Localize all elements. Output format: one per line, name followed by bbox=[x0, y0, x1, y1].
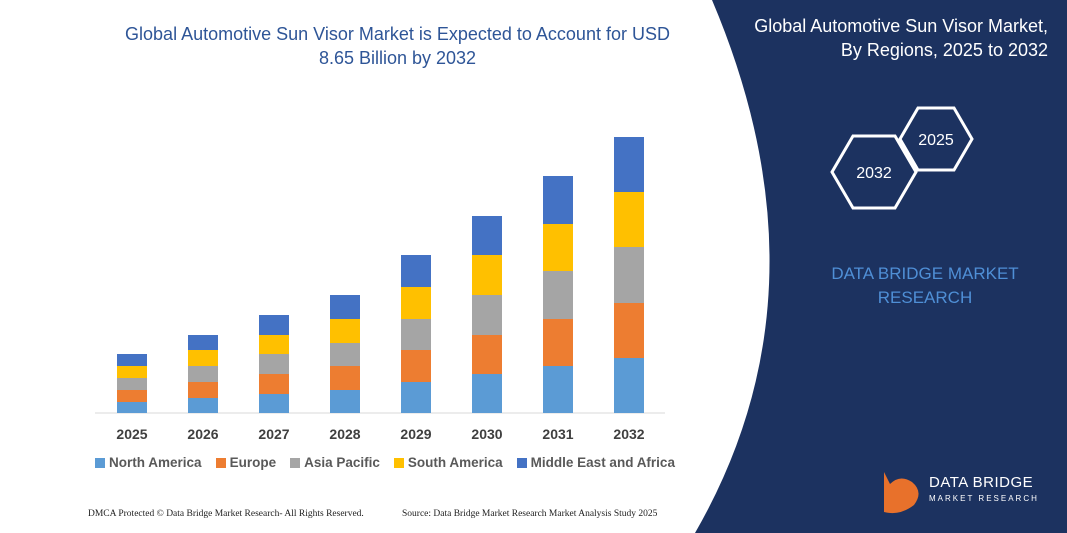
bar-segment bbox=[117, 378, 147, 390]
bar-segment bbox=[330, 343, 360, 366]
x-tick-label: 2029 bbox=[400, 426, 431, 442]
bar-segment bbox=[117, 390, 147, 402]
chart-title: Global Automotive Sun Visor Market is Ex… bbox=[125, 24, 670, 68]
x-tick-label: 2026 bbox=[187, 426, 218, 442]
logo-mark bbox=[884, 472, 919, 514]
legend-swatch bbox=[215, 457, 226, 468]
bar-segment bbox=[188, 382, 218, 398]
legend-swatch bbox=[393, 457, 404, 468]
x-tick-label: 2032 bbox=[613, 426, 644, 442]
bar-segment bbox=[259, 374, 289, 394]
legend-label: North America bbox=[109, 455, 202, 470]
legend: North America Europe Asia Pacific South Ame… bbox=[95, 455, 675, 470]
bar-segment bbox=[472, 255, 502, 295]
legend-item: Europe bbox=[215, 455, 277, 470]
bar-segment bbox=[330, 366, 360, 390]
footer-source: Source: Data Bridge Market Research Mark… bbox=[402, 509, 658, 519]
legend-swatch bbox=[290, 457, 301, 468]
x-tick-label: 2025 bbox=[116, 426, 147, 442]
legend-label: Asia Pacific bbox=[304, 455, 380, 470]
bar-segment bbox=[330, 390, 360, 413]
legend-label: South America bbox=[407, 455, 503, 470]
bar-segment bbox=[614, 303, 644, 358]
legend-item: Middle East and Africa bbox=[516, 455, 675, 470]
legend-item: Asia Pacific bbox=[290, 455, 380, 470]
legend-swatch bbox=[516, 457, 527, 468]
legend-swatch bbox=[95, 457, 106, 468]
bar-segment bbox=[401, 287, 431, 319]
bar-segment bbox=[188, 350, 218, 366]
bar-segment bbox=[188, 366, 218, 382]
bar-segment bbox=[188, 335, 218, 350]
bar-segment bbox=[117, 366, 147, 378]
bar-segment bbox=[614, 192, 644, 247]
logo-name: DATA BRIDGE bbox=[929, 474, 1034, 491]
bar-segment bbox=[472, 335, 502, 374]
legend-label: Middle East and Africa bbox=[530, 455, 675, 470]
bar-segment bbox=[188, 398, 218, 413]
bar-segment bbox=[117, 402, 147, 413]
bar-segment bbox=[259, 354, 289, 374]
brand-text: DATA BRIDGE MARKET RESEARCH bbox=[831, 264, 1019, 307]
bar-segment bbox=[614, 137, 644, 192]
x-tick-label: 2031 bbox=[542, 426, 573, 442]
hexagon-label: 2025 bbox=[918, 132, 954, 149]
hexagon bbox=[898, 106, 974, 172]
bar-segment bbox=[543, 319, 573, 366]
hexagon-label: 2032 bbox=[856, 165, 892, 182]
bar-segment bbox=[472, 374, 502, 413]
bar-segment bbox=[330, 319, 360, 343]
bar-segment bbox=[543, 366, 573, 413]
bar-segment bbox=[259, 335, 289, 354]
bar-segment bbox=[259, 394, 289, 413]
bar-segment bbox=[401, 319, 431, 350]
bar-segment bbox=[543, 224, 573, 271]
x-tick-label: 2027 bbox=[258, 426, 289, 442]
x-tick-label: 2028 bbox=[329, 426, 360, 442]
bar-segment bbox=[401, 350, 431, 382]
footer-note: DMCA Protected © Data Bridge Market Rese… bbox=[88, 509, 364, 519]
bar-segment bbox=[543, 176, 573, 224]
x-tick-label: 2030 bbox=[471, 426, 502, 442]
hexagon bbox=[830, 134, 918, 210]
bar-segment bbox=[543, 271, 573, 319]
legend-item: North America bbox=[95, 455, 202, 470]
bar-segment bbox=[472, 216, 502, 255]
legend-label: Europe bbox=[229, 455, 277, 470]
panel-title: Global Automotive Sun Visor Market, By R… bbox=[754, 16, 1048, 60]
bar-segment bbox=[614, 247, 644, 303]
bar-segment bbox=[472, 295, 502, 335]
bar-segment bbox=[330, 295, 360, 319]
bar-segment bbox=[259, 315, 289, 335]
legend-item: South America bbox=[393, 455, 503, 470]
bar-segment bbox=[117, 354, 147, 366]
side-panel bbox=[695, 0, 1067, 533]
bar-segment bbox=[614, 358, 644, 413]
bar-segment bbox=[401, 255, 431, 287]
bar-segment bbox=[401, 382, 431, 413]
logo-tagline: MARKET RESEARCH bbox=[929, 494, 1039, 503]
